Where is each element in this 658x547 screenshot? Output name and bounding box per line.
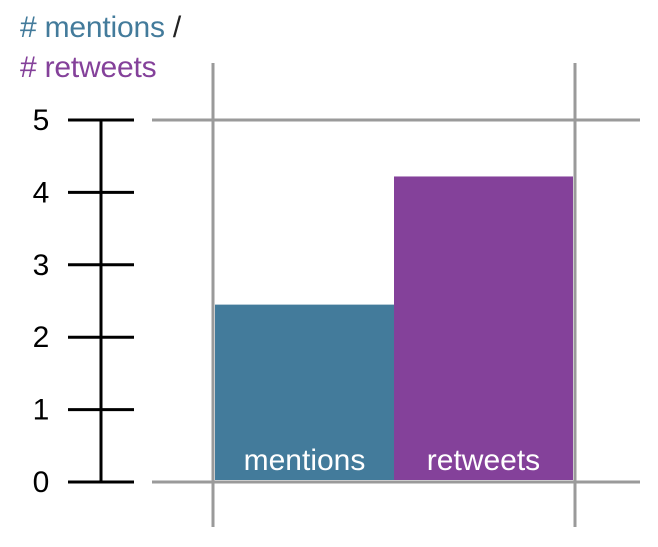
bar-mentions [215,304,394,480]
chart-title: # mentions / # retweets [20,8,181,88]
bars-group: mentions retweets [215,176,573,481]
y-tick-label-1: 1 [33,394,50,427]
y-tick-label-5: 5 [33,104,50,137]
chart-frame [152,63,640,527]
y-tick-label-2: 2 [33,321,50,354]
title-retweets: # retweets [20,51,157,84]
bar-retweets [394,176,573,481]
title-separator: / [164,11,182,44]
bar-label-mentions: mentions [244,444,366,477]
title-mentions: # mentions [20,11,165,44]
y-tick-label-0: 0 [33,466,50,499]
title-line-1: # mentions / [20,8,181,48]
y-tick-label-4: 4 [33,176,50,209]
bar-label-retweets: retweets [427,444,540,477]
y-axis: 0 1 2 3 4 5 [33,104,134,499]
y-tick-label-3: 3 [33,249,50,282]
